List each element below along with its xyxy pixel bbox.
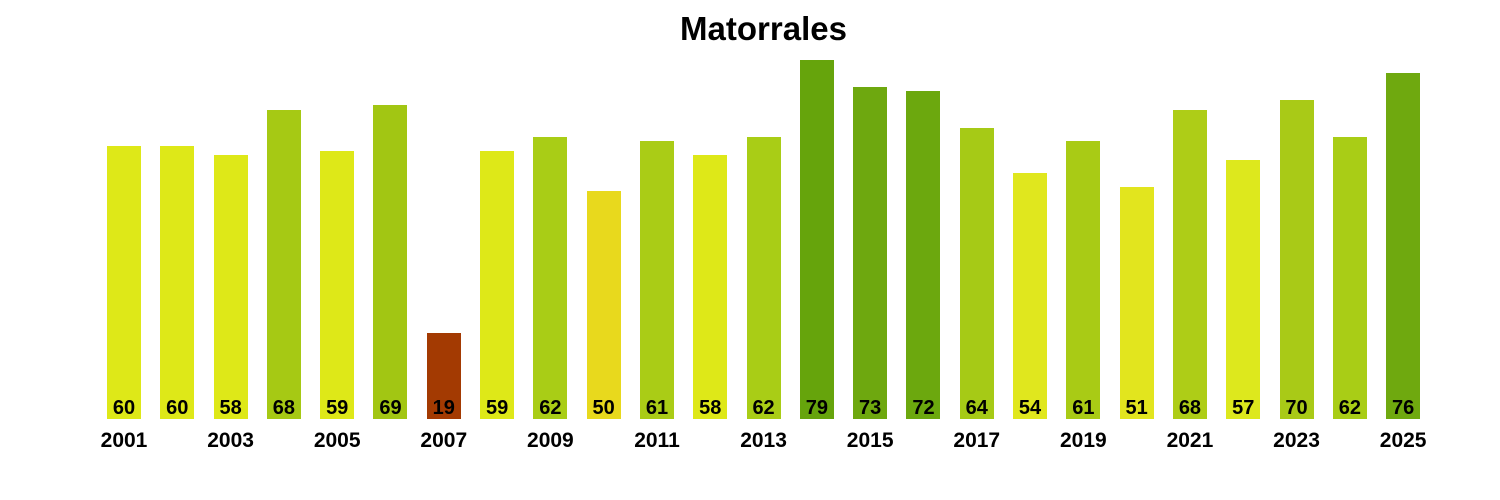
bar-2014: 79 [799, 60, 834, 419]
bar-2003: 58 2003 [207, 155, 254, 452]
bar-2001: 60 2001 [101, 146, 147, 452]
x-tick-label: 2025 [1379, 429, 1427, 452]
bar-value-label: 68 [1178, 397, 1202, 419]
bar-2008: 59 [480, 151, 515, 419]
bar-value-label: 59 [485, 397, 509, 419]
bar-2015: 73 2015 [847, 87, 894, 452]
bar-value-label: 62 [539, 397, 562, 419]
bar-2006: 69 [373, 105, 408, 419]
bar-2011: 61 2011 [634, 141, 680, 452]
bar-value-label: 62 [1338, 397, 1361, 419]
bar-2025: 76 2025 [1380, 73, 1426, 452]
x-tick-label: 2017 [953, 429, 1001, 452]
bar-value-label: 62 [752, 397, 775, 419]
plot-area: 60 2001 60 58 2003 68 59 2005 69 19 2007 59 62 2009 50… [101, 59, 1426, 452]
bar-value-label: 59 [326, 397, 349, 419]
x-tick-label: 2019 [1059, 429, 1107, 452]
bar-2007: 19 2007 [420, 333, 467, 452]
bar-2017: 64 2017 [953, 128, 1000, 452]
bar-value-label: 79 [805, 397, 828, 419]
x-tick-label: 2001 [100, 429, 148, 452]
bar-2005: 59 2005 [314, 151, 361, 452]
bar-value-label: 60 [112, 397, 136, 419]
x-tick-label: 2009 [527, 429, 574, 452]
bar-value-label: 76 [1392, 397, 1415, 419]
bar-value-label: 60 [166, 397, 189, 419]
bar-value-label: 68 [272, 397, 296, 419]
bar-2021: 68 2021 [1167, 110, 1213, 452]
bar-value-label: 73 [859, 397, 882, 419]
bar-value-label: 19 [432, 397, 455, 419]
x-tick-label: 2023 [1273, 429, 1320, 452]
bar-2013: 62 2013 [740, 137, 787, 452]
bar-value-label: 64 [965, 397, 988, 419]
chart-title: Matorrales [680, 10, 847, 47]
x-tick-label: 2013 [740, 429, 787, 452]
bar-value-label: 61 [1072, 397, 1095, 419]
bar-2004: 68 [266, 110, 301, 419]
x-tick-label: 2021 [1166, 429, 1214, 452]
x-tick-label: 2005 [313, 429, 361, 452]
bar-2002: 60 [160, 146, 195, 419]
bar-value-label: 70 [1285, 397, 1308, 419]
bar-value-label: 72 [912, 397, 935, 419]
bar-2009: 62 2009 [527, 137, 574, 452]
bar-value-label: 58 [699, 397, 722, 419]
bar-2018: 54 [1013, 173, 1048, 419]
bar-value-label: 69 [379, 397, 402, 419]
bar-value-label: 61 [645, 397, 669, 419]
bar-2022: 57 [1226, 160, 1261, 419]
bar-value-label: 51 [1125, 397, 1148, 419]
bar-value-label: 57 [1232, 397, 1255, 419]
bar-2016: 72 [906, 91, 941, 419]
bar-value-label: 54 [1018, 397, 1042, 419]
x-tick-label: 2007 [420, 429, 468, 452]
x-tick-label: 2011 [634, 429, 680, 452]
bar-value-label: 50 [592, 397, 615, 419]
x-tick-label: 2003 [207, 429, 254, 452]
bar-2024: 62 [1332, 137, 1367, 419]
bar-2010: 50 [586, 191, 621, 419]
x-tick-label: 2015 [846, 429, 894, 452]
bar-2020: 51 [1119, 187, 1154, 419]
bar-2023: 70 2023 [1273, 100, 1320, 452]
bar-2012: 58 [693, 155, 728, 419]
bar-2019: 61 2019 [1060, 141, 1107, 452]
bar-value-label: 58 [219, 397, 242, 419]
